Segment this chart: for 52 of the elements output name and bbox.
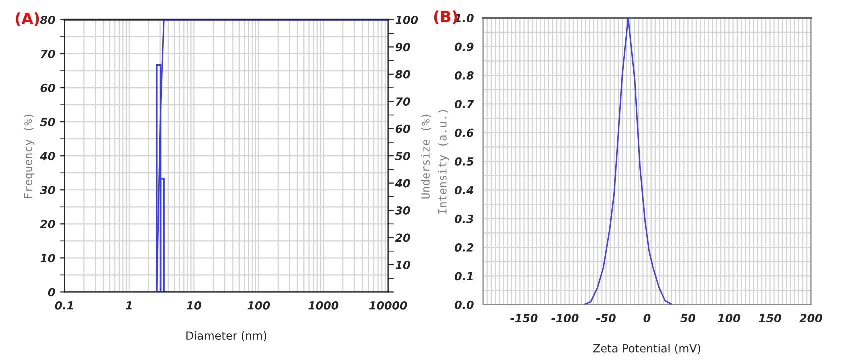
y-tick-label: 0.9 [454,42,474,52]
y-tick-label: 0.6 [454,128,474,138]
x-tick-label: 200 [800,314,822,323]
x-tick-label: -50 [596,314,616,323]
y2-tick-label: 90 [396,43,410,52]
x-tick-label: 150 [759,314,782,323]
y-tick-label: 60 [40,84,56,92]
y-tick-label: 70 [41,50,56,58]
y2-tick-label: 30 [395,206,410,215]
y2-tick-label: 100 [396,16,418,24]
y-tick-label: 10 [40,254,56,263]
x-tick-label: 1 [126,302,132,310]
x-tick-label: 0.1 [55,301,74,310]
y-tick-label: 0.3 [454,214,474,224]
y-tick-label: 0.4 [454,186,474,195]
y-tick-label: 0.2 [454,244,474,252]
y2-tick-label: 40 [395,179,410,188]
y-tick-label: 1.0 [455,14,474,23]
y-axis-title: Intensity (a.u.) [438,110,450,214]
y2-tick-label: 50 [395,152,410,160]
y-tick-label: 0 [48,288,56,297]
x-tick-label: 0 [644,314,651,323]
y2-tick-label: 60 [396,124,410,134]
y-tick-label: 40 [40,152,56,160]
y2-tick-label: 80 [396,70,410,79]
y-tick-label: 0.8 [454,71,474,80]
x-tick-label: 100 [248,301,270,310]
y2-tick-label: 20 [395,234,410,242]
x-tick-label: -100 [552,314,579,323]
y2-axis-title: Undersize (%) [421,114,432,199]
y2-tick-label: 10 [396,260,410,270]
y-tick-label: 0.1 [454,272,473,281]
x-tick-label: -150 [510,314,538,323]
y-tick-label: 20 [40,220,56,229]
line-series [584,18,672,305]
x-tick-label: 1000 [308,301,339,310]
y-axis-title: Frequency (%) [24,114,35,198]
y-tick-label: 0.5 [454,158,474,166]
x-axis-title: Zeta Potential (mV) [594,344,701,354]
x-tick-label: 50 [680,314,696,323]
x-axis-title: Diameter (nm) [186,331,267,342]
x-tick-label: 10 [186,301,202,310]
chart-title: (A) [16,12,40,26]
chart-title: (B) [434,10,458,24]
x-tick-label: 10000 [370,301,408,310]
y-tick-label: 50 [40,118,56,126]
y-tick-label: 80 [40,16,56,24]
y-tick-label: 0.0 [454,300,474,310]
x-tick-label: 100 [718,314,740,323]
y2-tick-label: 70 [396,98,410,106]
y-tick-label: 0.7 [454,100,474,109]
y-tick-label: 30 [40,186,56,194]
